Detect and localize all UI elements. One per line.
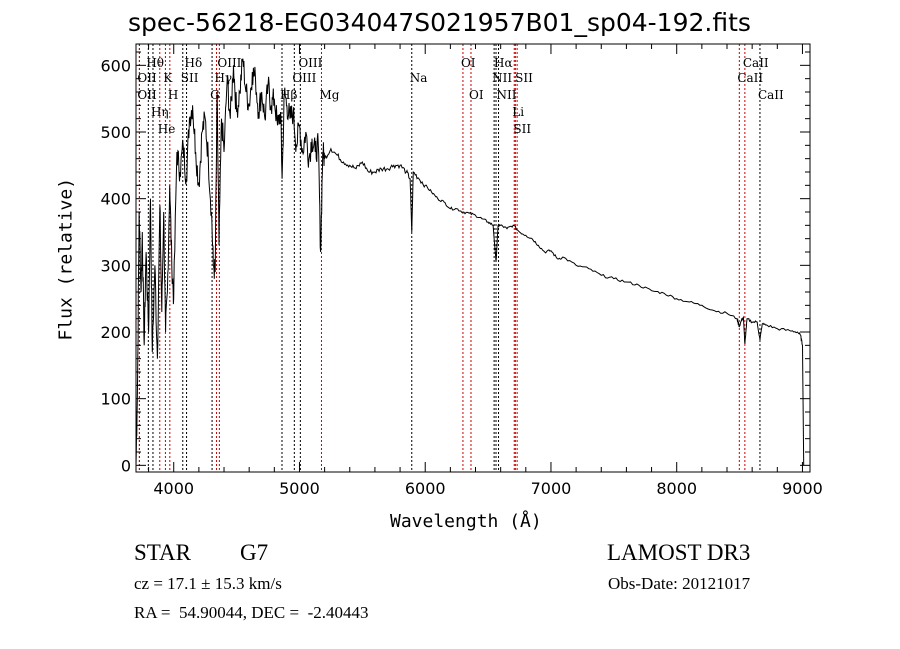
x-tick-label: 7000: [531, 479, 572, 498]
line-marker-label: Mg: [319, 88, 339, 102]
line-marker-label: Hη: [151, 105, 169, 119]
line-marker-label: CaII: [743, 56, 769, 70]
y-tick-label: 600: [100, 56, 131, 75]
chart-title: spec-56218-EG034047S021957B01_sp04-192.f…: [128, 8, 751, 37]
line-marker-label: Hδ: [185, 56, 203, 70]
line-marker-label: CaII: [737, 71, 763, 85]
line-marker-label: Li: [512, 105, 524, 119]
y-tick-label: 200: [100, 323, 131, 342]
redshift-text: cz = 17.1 ± 15.3 km/s: [134, 574, 282, 593]
y-tick-label: 100: [100, 390, 131, 409]
line-marker-label: OI: [469, 88, 484, 102]
subclass: G7: [240, 540, 269, 565]
x-tick-label: 4000: [153, 479, 194, 498]
line-marker-label: OI: [461, 56, 476, 70]
line-marker-label: OIII: [217, 56, 241, 70]
obs-date: Obs-Date: 20121017: [608, 574, 751, 593]
line-marker-label: OII: [137, 71, 157, 85]
line-marker-label: NII: [492, 71, 512, 85]
line-marker-label: OIII: [298, 56, 322, 70]
line-marker-label: NII: [497, 88, 517, 102]
y-tick-label: 500: [100, 123, 131, 142]
coordinates: RA = 54.90044, DEC = -2.40443: [134, 603, 369, 622]
spectrum-line: [135, 58, 805, 466]
y-tick-label: 300: [100, 256, 131, 275]
y-axis-label: Flux (relative): [55, 177, 77, 341]
line-marker-label: K: [163, 71, 173, 85]
line-marker-label: SII: [513, 122, 531, 136]
line-marker-label: OIII: [292, 71, 316, 85]
line-marker-label: OII: [137, 88, 157, 102]
object-class: STAR: [134, 540, 191, 565]
x-tick-label: 6000: [405, 479, 446, 498]
line-marker-label: SII: [181, 71, 199, 85]
line-marker-label: Hα: [494, 56, 513, 70]
y-tick-label: 400: [100, 190, 131, 209]
line-marker-label: Na: [410, 71, 428, 85]
x-tick-label: 5000: [279, 479, 320, 498]
line-marker-label: He: [158, 122, 176, 136]
x-tick-label: 8000: [656, 479, 697, 498]
line-marker-label: Hθ: [146, 56, 164, 70]
line-marker-label: CaII: [758, 88, 784, 102]
survey-label: LAMOST DR3: [607, 540, 751, 565]
line-marker-label: G: [210, 88, 220, 102]
line-marker-label: Hγ: [214, 71, 232, 85]
line-marker-label: H: [168, 88, 178, 102]
plot-frame: [135, 43, 811, 473]
x-tick-label: 9000: [782, 479, 823, 498]
line-marker-label: Hβ: [280, 88, 297, 102]
x-axis-label: Wavelength (Å): [390, 511, 542, 532]
y-tick-label: 0: [121, 456, 131, 475]
line-marker-label: SII: [515, 71, 533, 85]
